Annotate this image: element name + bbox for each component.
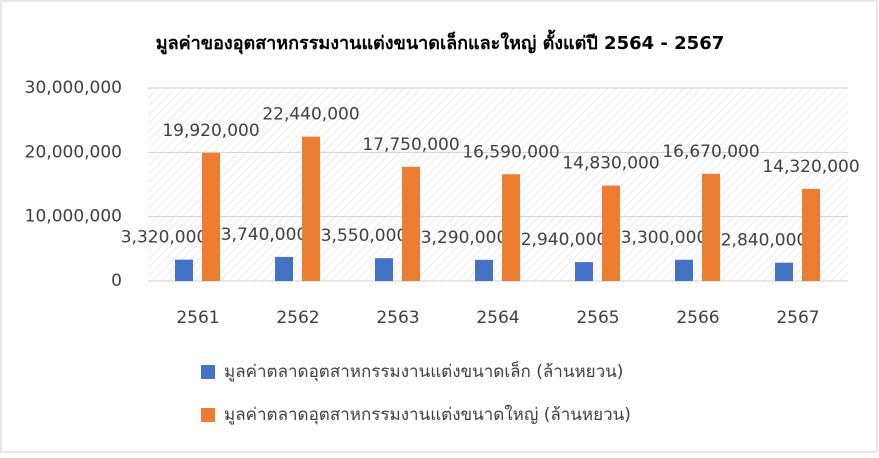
data-label: 3,300,000 [621,228,708,248]
data-label: 16,590,000 [462,142,559,162]
data-label: 3,320,000 [121,228,208,248]
plot-area [148,88,848,281]
bar [702,173,720,281]
data-label: 3,290,000 [421,228,508,248]
x-tick-label: 2565 [576,308,619,328]
bar [175,259,193,281]
bar [402,166,420,281]
y-tick-label: 20,000,000 [25,142,122,162]
bar [375,258,393,281]
data-label: 17,750,000 [362,135,459,155]
chart-title: มูลค่าของอุตสาหกรรมงานแต่งขนาดเล็กและใหญ… [156,29,725,55]
data-label: 16,670,000 [662,142,759,162]
data-label: 2,940,000 [521,230,608,250]
y-tick-label: 0 [111,271,122,291]
bar [802,188,820,281]
bar [775,262,793,281]
data-label: 14,320,000 [762,157,859,177]
x-tick-label: 2566 [676,308,719,328]
bar [575,262,593,281]
bar [302,136,320,281]
bar [202,152,220,281]
bar [602,185,620,281]
x-tick-label: 2563 [376,308,419,328]
legend-swatch [201,365,215,379]
data-label: 3,740,000 [221,225,308,245]
data-label: 2,840,000 [721,231,808,251]
data-label: 14,830,000 [562,154,659,174]
legend-label: มูลค่าตลาดอุตสาหกรรมงานแต่งขนาดเล็ก (ล้า… [224,360,623,382]
legend-label: มูลค่าตลาดอุตสาหกรรมงานแต่งขนาดใหญ่ (ล้า… [224,404,631,425]
bar [475,259,493,281]
data-label: 19,920,000 [162,121,259,141]
x-tick-label: 2561 [176,308,219,328]
legend-swatch [201,408,215,422]
bar [675,259,693,281]
bar [275,256,293,281]
x-tick-label: 2567 [776,308,819,328]
data-label: 22,440,000 [262,105,359,125]
x-tick-label: 2564 [476,308,519,328]
bar [502,174,520,281]
y-tick-label: 10,000,000 [25,207,122,227]
data-label: 3,550,000 [321,226,408,246]
x-tick-label: 2562 [276,308,319,328]
y-tick-label: 30,000,000 [25,78,122,98]
